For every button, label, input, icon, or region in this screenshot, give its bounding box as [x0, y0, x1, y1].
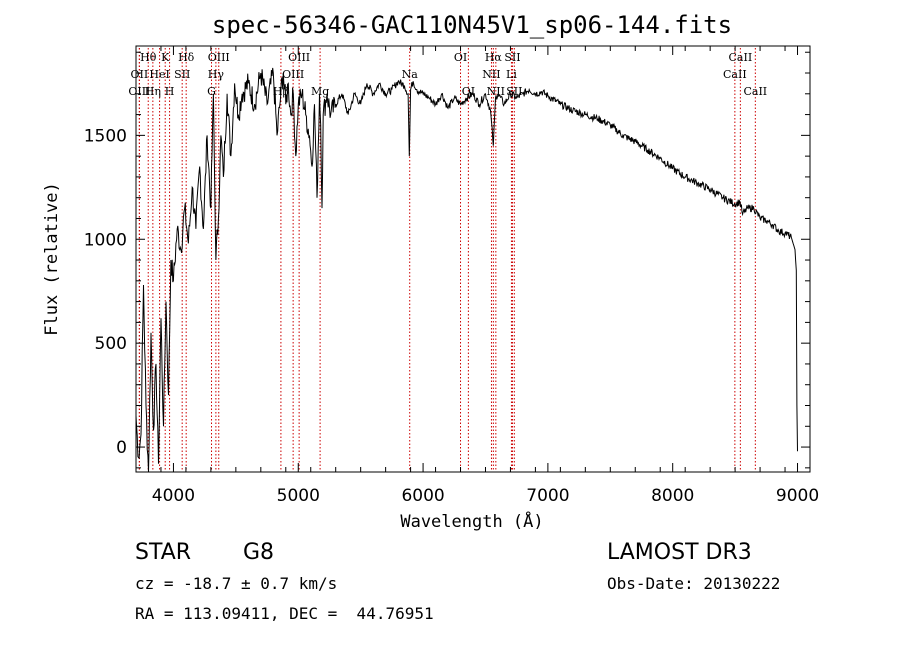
plot-frame — [135, 45, 811, 473]
line-marker-label: NII — [482, 68, 500, 81]
line-marker-label: SII — [504, 51, 520, 64]
object-subclass: G8 — [243, 540, 275, 565]
y-tick-label: 1500 — [84, 126, 127, 146]
line-marker-label: CaII — [743, 85, 767, 98]
line-marker-label: Hη — [145, 85, 161, 98]
line-marker-label: H — [165, 85, 175, 98]
survey-name: LAMOST DR3 — [607, 540, 752, 565]
line-marker-label: SII — [174, 68, 190, 81]
axis-ticks: 4000 5000 6000 7000 8000 9000 0 500 1000 1500 — [84, 46, 819, 506]
redshift-value: cz = -18.7 ± 0.7 km/s — [135, 574, 338, 593]
y-tick-label: 1000 — [84, 230, 127, 250]
line-marker-label: OIII — [288, 51, 310, 64]
x-axis-label: Wavelength (Å) — [400, 510, 543, 532]
x-tick-label: 6000 — [401, 486, 444, 506]
x-tick-label: 5000 — [277, 486, 320, 506]
line-marker-label: HeI — [149, 68, 169, 81]
y-tick-label: 500 — [95, 334, 127, 354]
object-class: STAR — [135, 540, 192, 565]
observation-date: Obs-Date: 20130222 — [607, 574, 781, 593]
x-tick-label: 4000 — [152, 486, 195, 506]
line-marker-label: NII — [487, 85, 505, 98]
line-marker-label: Li — [506, 68, 517, 81]
line-marker-label: Mg — [311, 85, 329, 98]
line-marker-label: OI — [454, 51, 467, 64]
line-marker-label: Hγ — [208, 68, 225, 81]
line-markers — [138, 48, 756, 472]
x-tick-label: 8000 — [651, 486, 694, 506]
line-marker-label: Hθ — [140, 51, 157, 64]
line-marker-label: Hα — [485, 51, 503, 64]
line-marker-label: OIII — [282, 68, 304, 81]
y-tick-label: 0 — [116, 438, 127, 458]
chart-title: spec-56346-GAC110N45V1_sp06-144.fits — [212, 11, 732, 39]
line-marker-label: OII — [131, 68, 149, 81]
line-marker-label: CaII — [723, 68, 747, 81]
x-tick-label: 9000 — [776, 486, 819, 506]
line-marker-label: Na — [402, 68, 419, 81]
coordinates: RA = 113.09411, DEC = 44.76951 — [135, 604, 434, 623]
x-tick-label: 7000 — [526, 486, 569, 506]
line-marker-label: K — [161, 51, 170, 64]
spectrum-line — [135, 67, 798, 473]
line-marker-label: OIII — [128, 85, 150, 98]
line-marker-label: OIII — [208, 51, 230, 64]
line-marker-label: CaII — [729, 51, 753, 64]
line-marker-label: Hδ — [178, 51, 195, 64]
y-axis-label: Flux (relative) — [42, 182, 62, 336]
line-marker-label: G — [207, 85, 216, 98]
